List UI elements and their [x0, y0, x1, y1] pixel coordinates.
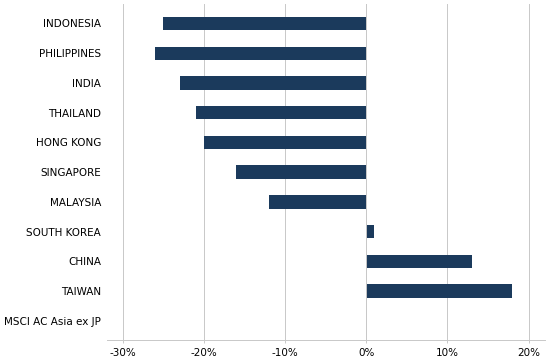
Bar — [155, 47, 366, 60]
Bar — [366, 225, 374, 238]
Bar — [204, 136, 366, 149]
Bar — [180, 76, 366, 90]
Bar — [366, 255, 472, 268]
Bar — [269, 195, 366, 209]
Bar — [237, 165, 366, 179]
Bar — [164, 17, 366, 30]
Bar — [366, 285, 512, 298]
Bar — [196, 106, 366, 119]
